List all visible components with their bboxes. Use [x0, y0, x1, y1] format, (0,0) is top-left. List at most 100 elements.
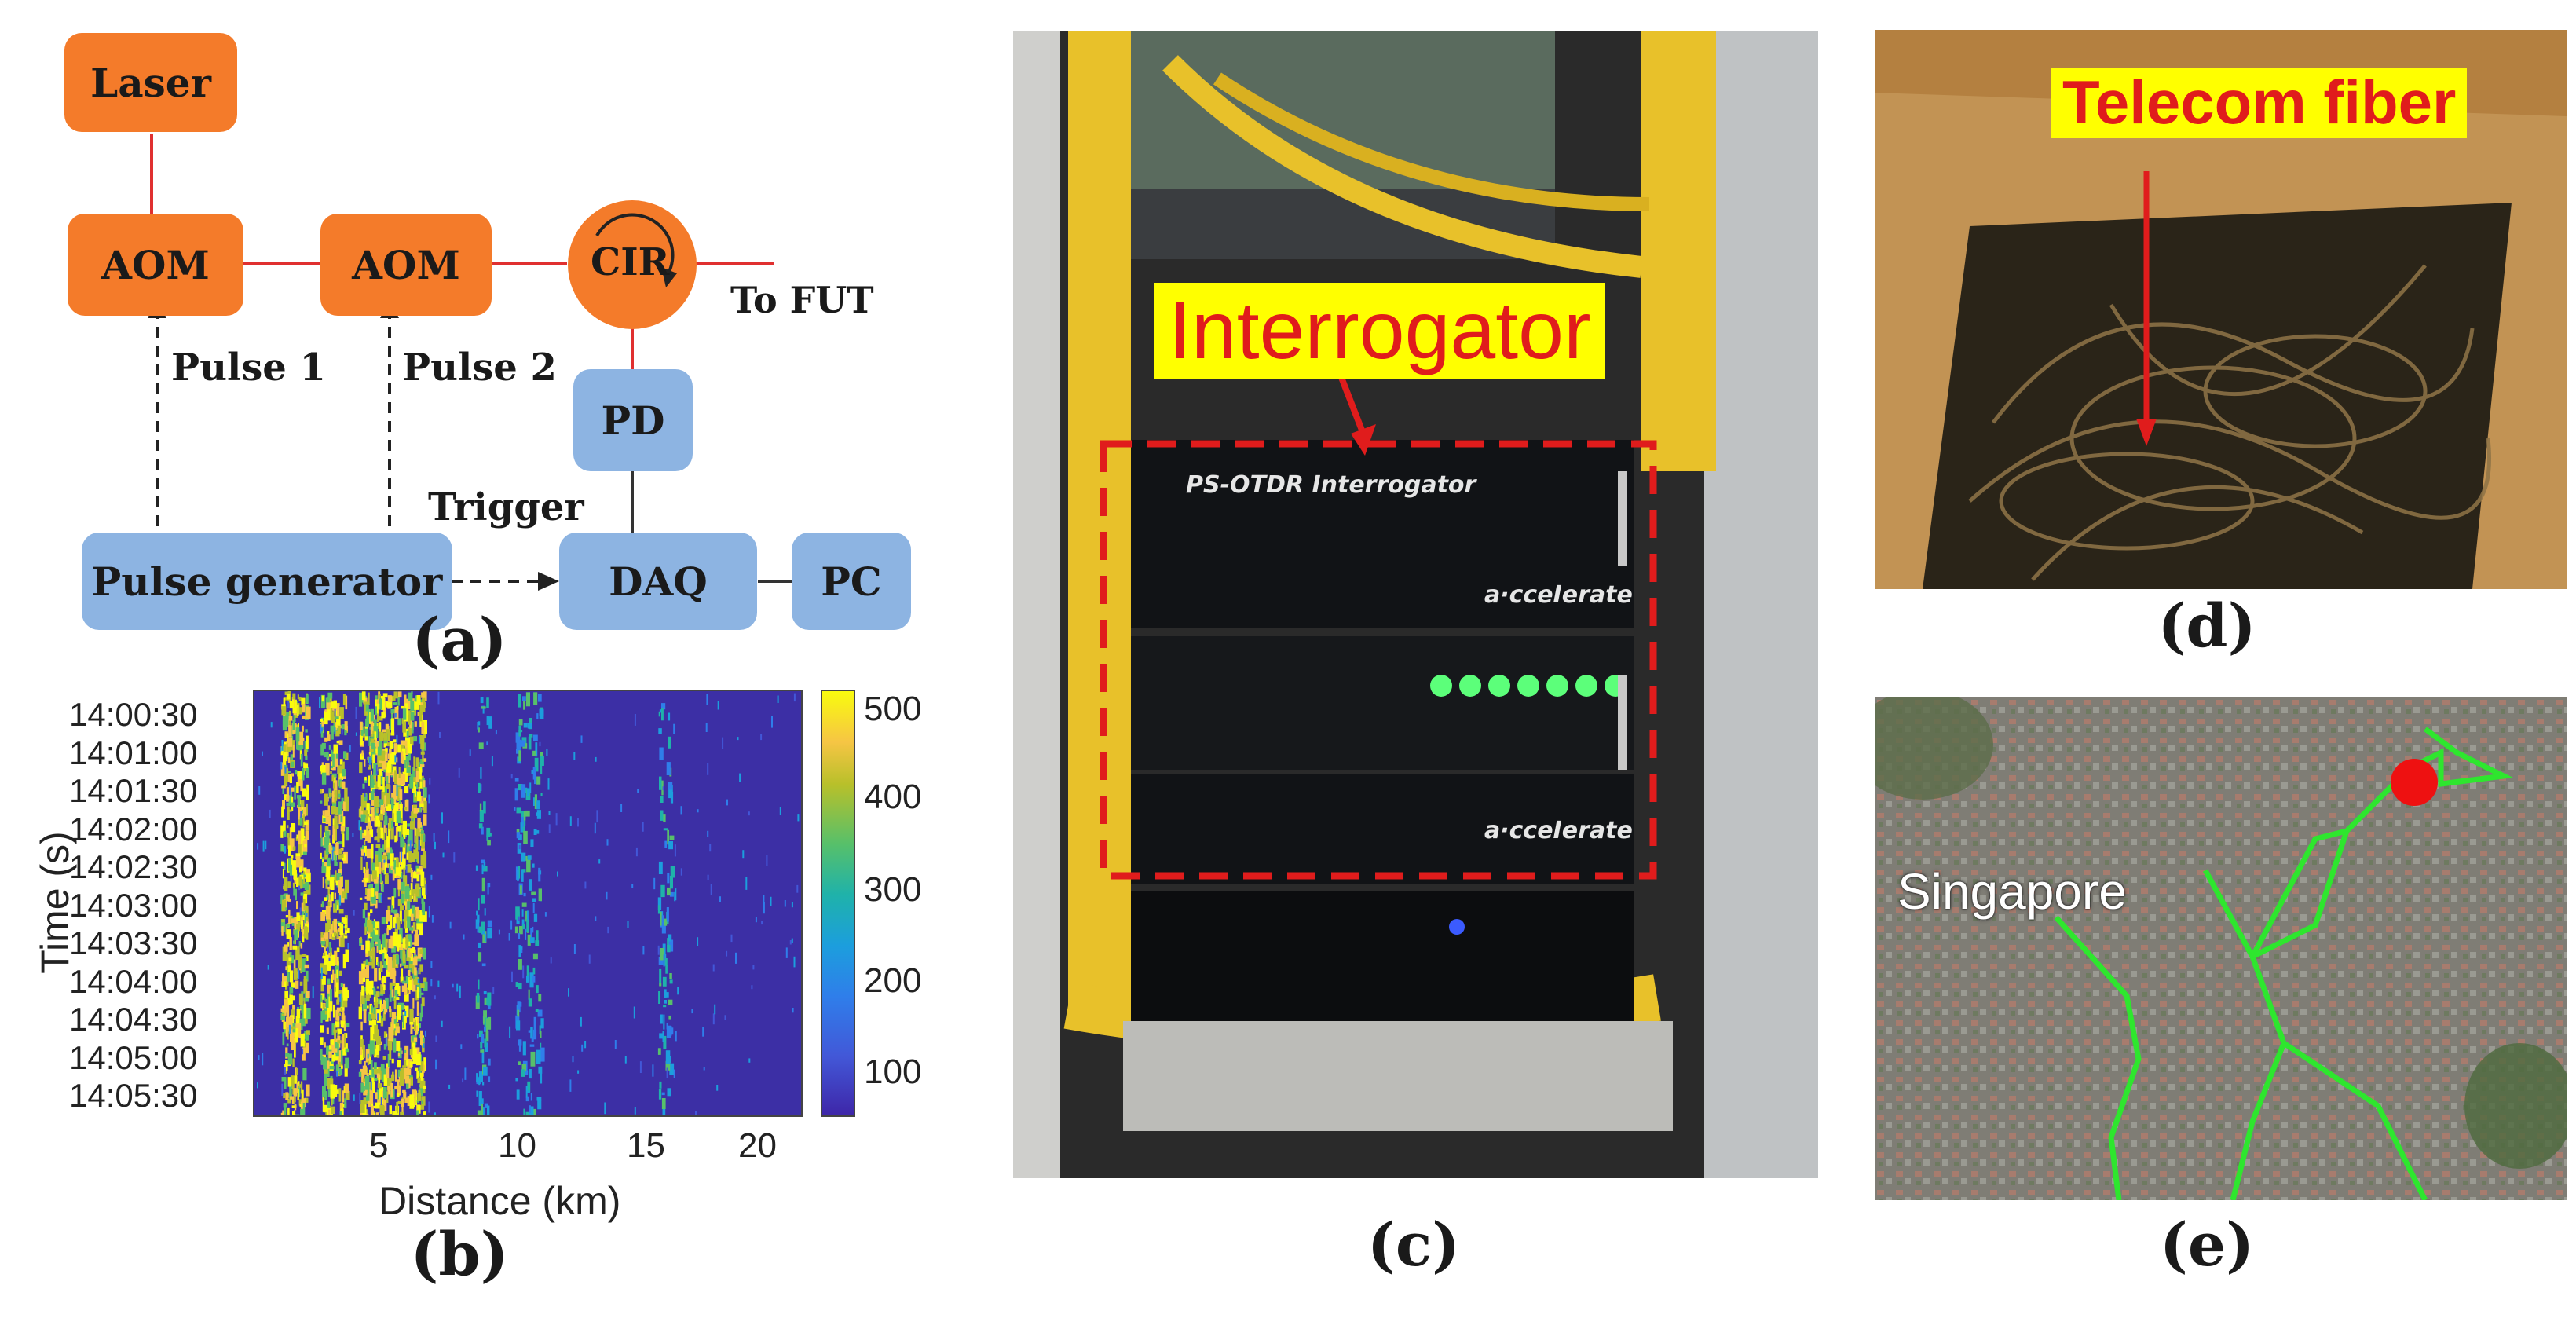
heatmap-cell — [298, 941, 301, 947]
heatmap-cell — [487, 920, 492, 928]
heatmap-cell — [300, 1081, 303, 1094]
heatmap-cell — [336, 716, 341, 728]
heatmap-cell — [404, 1005, 409, 1018]
heatmap-cell — [386, 729, 390, 741]
heatmap-cell — [362, 969, 367, 978]
heatmap-cell — [280, 761, 283, 770]
heatmap-cell — [540, 1042, 542, 1048]
heatmap-cell — [425, 884, 427, 895]
heatmap-cell — [518, 844, 521, 850]
heatmap-cell — [327, 734, 331, 741]
heatmap-cell — [359, 762, 363, 774]
heatmap-cell — [378, 848, 382, 862]
cable-bundle-left — [1068, 31, 1131, 1021]
heatmap-cell — [448, 1084, 451, 1089]
heatmap-cell — [281, 1013, 284, 1016]
heatmap-cell — [404, 703, 409, 715]
heatmap-cell — [370, 1060, 373, 1071]
heatmap-cell — [335, 1009, 340, 1021]
heatmap-cell — [477, 722, 479, 730]
heatmap-cell — [525, 810, 530, 817]
heatmap-cell — [302, 836, 306, 838]
heatmap-cell — [662, 1104, 666, 1115]
heatmap-cell — [480, 1042, 483, 1049]
heatmap-cell — [298, 885, 301, 891]
heatmap-cell — [294, 1104, 297, 1111]
heatmap-cell — [539, 1025, 541, 1034]
heatmap-cell — [409, 954, 414, 961]
heatmap-cell — [321, 901, 324, 908]
heatmap-cell — [658, 711, 660, 717]
heatmap-cell — [536, 930, 539, 945]
heatmap-cell — [417, 979, 419, 983]
heatmap-cell — [518, 945, 521, 958]
heatmap-cell — [341, 724, 346, 730]
trigger-label: Trigger — [428, 485, 584, 529]
heatmap-cell — [306, 1008, 311, 1020]
heatmap-cell — [371, 720, 374, 734]
heatmap-cell — [515, 1078, 518, 1082]
heatmap-cell — [598, 859, 601, 864]
heatmap-cell — [281, 785, 286, 789]
heatmap-cell — [395, 757, 398, 763]
heatmap-cell — [669, 1063, 675, 1075]
heatmap-cell — [392, 1071, 394, 1078]
heatmap-cell — [294, 1028, 298, 1043]
heatmap-cell — [393, 998, 397, 1010]
heatmap-cell — [419, 796, 423, 806]
heatmap-cell — [283, 1103, 287, 1108]
heatmap-cell — [320, 789, 323, 794]
heatmap-cell — [304, 821, 309, 826]
heatmap-cell — [289, 785, 291, 796]
heatmap-cell — [257, 843, 259, 850]
heatmap-cell — [358, 1071, 362, 1077]
heatmap-cell — [382, 1099, 387, 1111]
heatmap-cell — [298, 779, 303, 787]
heatmap-cell — [379, 698, 382, 710]
heatmap-cell — [412, 957, 415, 966]
heatmap-cell — [488, 1076, 491, 1082]
heatmap-cell — [393, 785, 398, 800]
heatmap-cell — [361, 880, 365, 883]
brand-text-top: a·cceIerate — [1484, 581, 1633, 609]
heatmap-cell — [338, 841, 342, 845]
heatmap-cell — [342, 769, 346, 777]
heatmap-cell — [294, 929, 298, 940]
heatmap-cell — [325, 906, 331, 920]
heatmap-cell — [286, 795, 289, 802]
heatmap-cell — [484, 908, 486, 916]
heatmap-cell — [329, 989, 332, 1002]
heatmap-cell — [365, 704, 369, 712]
heatmap-cell — [410, 736, 414, 746]
heatmap-cell — [370, 749, 374, 752]
heatmap-cell — [674, 891, 676, 902]
heatmap-cell — [406, 844, 410, 856]
heatmap-cell — [291, 1042, 295, 1050]
heatmap-cell — [372, 1105, 378, 1109]
heatmap-cell — [306, 1042, 309, 1054]
heatmap-cell — [302, 899, 306, 902]
heatmap-cell — [258, 1055, 260, 1060]
heatmap-cell — [300, 1108, 304, 1115]
heatmap-cell — [421, 1100, 424, 1104]
colorbar-tick-400: 400 — [864, 778, 922, 816]
heatmap-cell — [338, 970, 342, 976]
heatmap-cell — [331, 932, 336, 940]
heatmap-cell — [668, 712, 671, 721]
heatmap-cell — [293, 959, 296, 974]
heatmap-cell — [386, 797, 390, 807]
heatmap-cell — [270, 722, 273, 728]
heatmap-cell — [303, 979, 308, 994]
heatmap-cell — [383, 961, 386, 968]
heatmap-cell — [321, 772, 327, 785]
heatmap-cell — [680, 806, 682, 815]
heatmap-cell — [480, 767, 482, 779]
heatmap-cell — [377, 962, 380, 967]
heatmap-cell — [399, 943, 404, 950]
heatmap-cell — [375, 957, 379, 965]
heatmap-cell — [321, 720, 324, 727]
heatmap-cell — [530, 1027, 533, 1039]
heatmap-cell — [353, 1094, 355, 1101]
heatmap-cell — [365, 868, 369, 881]
heatmap-cell — [320, 824, 322, 838]
